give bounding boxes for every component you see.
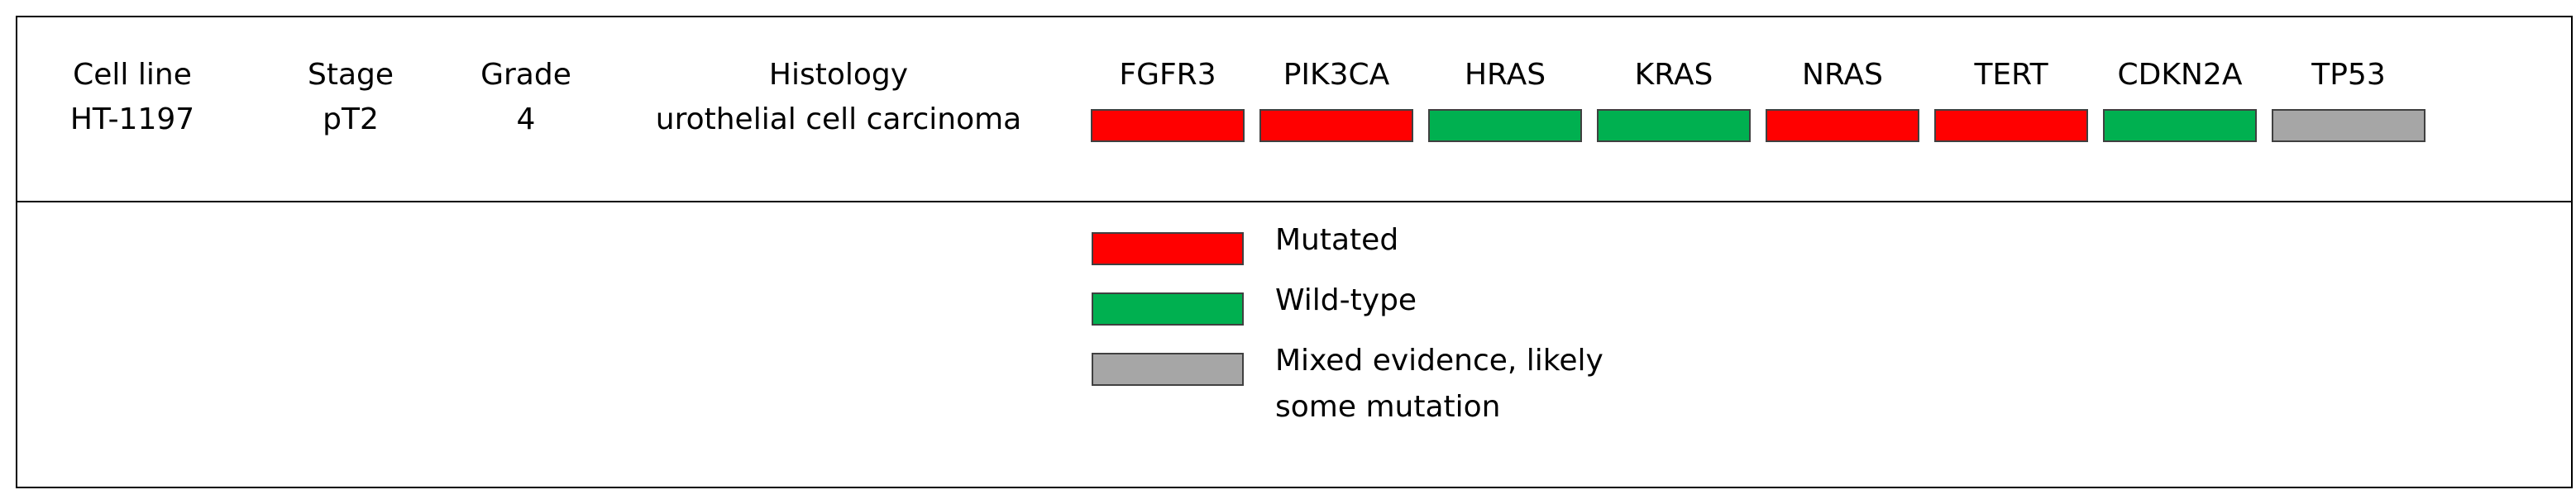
gene-status: [1934, 109, 2088, 142]
gene-name: PIK3CA: [1283, 58, 1390, 92]
column-value: HT-1197: [70, 102, 194, 136]
column-header: Stage: [308, 58, 394, 92]
gene-status: [2272, 109, 2425, 142]
legend-label: Wild-type: [1275, 283, 1417, 317]
legend-swatch: [1092, 292, 1244, 326]
column-value: 4: [517, 102, 536, 136]
gene-status: [2103, 109, 2257, 142]
gene-name: NRAS: [1802, 58, 1883, 92]
gene-name: KRAS: [1635, 58, 1713, 92]
legend-swatch: [1092, 353, 1244, 386]
gene-name: HRAS: [1465, 58, 1546, 92]
gene-name: TP53: [2311, 58, 2386, 92]
gene-name: FGFR3: [1119, 58, 1216, 92]
legend-label: Mixed evidence, likely: [1275, 344, 1603, 378]
legend-swatch: [1092, 232, 1244, 265]
column-header: Cell line: [73, 58, 192, 92]
column-value: pT2: [323, 102, 379, 136]
column-value: urothelial cell carcinoma: [656, 102, 1021, 136]
column-header: Grade: [480, 58, 571, 92]
gene-status: [1428, 109, 1582, 142]
gene-status: [1259, 109, 1413, 142]
legend-label: some mutation: [1275, 390, 1500, 424]
outer-frame: [16, 16, 2573, 488]
gene-status: [1091, 109, 1245, 142]
column-header: Histology: [769, 58, 908, 92]
gene-name: TERT: [1973, 58, 2048, 92]
gene-name: CDKN2A: [2118, 58, 2243, 92]
gene-status: [1597, 109, 1751, 142]
gene-status: [1766, 109, 1919, 142]
legend-label: Mutated: [1275, 223, 1398, 257]
